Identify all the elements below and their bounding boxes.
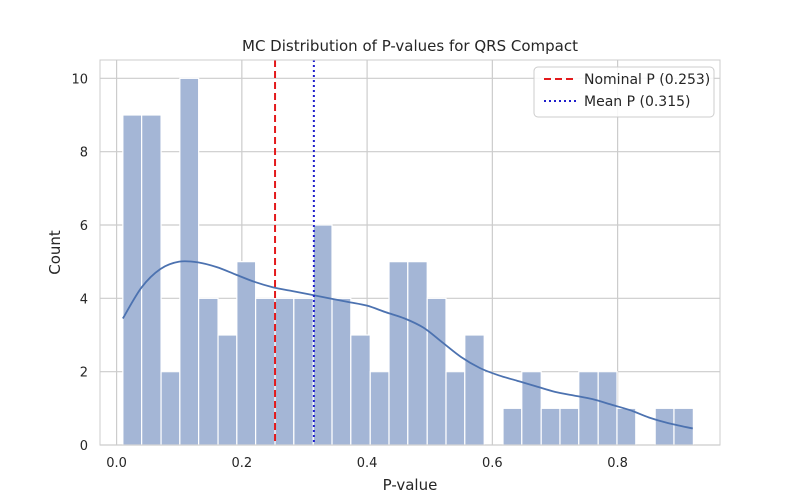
histogram-bar: [236, 261, 257, 446]
histogram-bar: [407, 261, 428, 446]
y-tick-label: 4: [80, 292, 88, 307]
x-tick-label: 0.6: [482, 456, 503, 471]
legend: Nominal P (0.253) Mean P (0.315): [533, 66, 715, 118]
tick-labels: 0.0 0.2 0.4 0.6 0.8 0 2 4 6 8 10: [71, 72, 627, 471]
y-tick-label: 8: [80, 146, 88, 161]
histogram-bar: [540, 407, 561, 446]
histogram-bar: [654, 407, 675, 446]
histogram-bar: [426, 297, 447, 446]
histogram-bar: [464, 334, 485, 446]
histogram-bar: [369, 371, 390, 446]
histogram-bar: [445, 371, 466, 446]
histogram-bar: [141, 114, 162, 446]
histogram-bar: [160, 371, 181, 446]
histogram-bar: [255, 297, 276, 446]
x-tick-label: 0.8: [607, 456, 628, 471]
histogram-bar: [616, 407, 637, 446]
histogram-bar: [217, 334, 238, 446]
histogram-bar: [559, 407, 580, 446]
y-tick-label: 10: [71, 72, 88, 87]
y-axis-label: Count: [46, 230, 64, 275]
plot-frame: [99, 59, 721, 446]
histogram-bar: [331, 297, 352, 446]
chart-title: MC Distribution of P-values for QRS Comp…: [242, 37, 578, 55]
x-tick-label: 0.4: [357, 456, 378, 471]
histogram-bar: [502, 407, 523, 446]
histogram-bar: [312, 224, 333, 446]
kde-layer: [122, 260, 693, 430]
y-tick-label: 2: [80, 366, 88, 381]
x-tick-label: 0.0: [106, 456, 127, 471]
y-tick-label: 6: [80, 219, 88, 234]
legend-box: [533, 66, 715, 118]
x-axis-label: P-value: [383, 476, 438, 494]
x-tick-label: 0.2: [232, 456, 253, 471]
histogram-bar: [350, 334, 371, 446]
y-tick-label: 0: [80, 439, 88, 454]
histogram-bar: [122, 114, 143, 446]
kde-curve: [122, 260, 693, 430]
histogram-bar: [293, 297, 314, 446]
histogram-bar: [274, 297, 295, 446]
legend-label-nominal: Nominal P (0.253): [584, 72, 710, 88]
histogram-bar: [388, 261, 409, 446]
histogram-bar: [578, 371, 599, 446]
histogram-bar: [198, 297, 219, 446]
legend-label-mean: Mean P (0.315): [584, 94, 691, 110]
reference-lines: [274, 60, 315, 445]
histogram-bar: [597, 371, 618, 446]
